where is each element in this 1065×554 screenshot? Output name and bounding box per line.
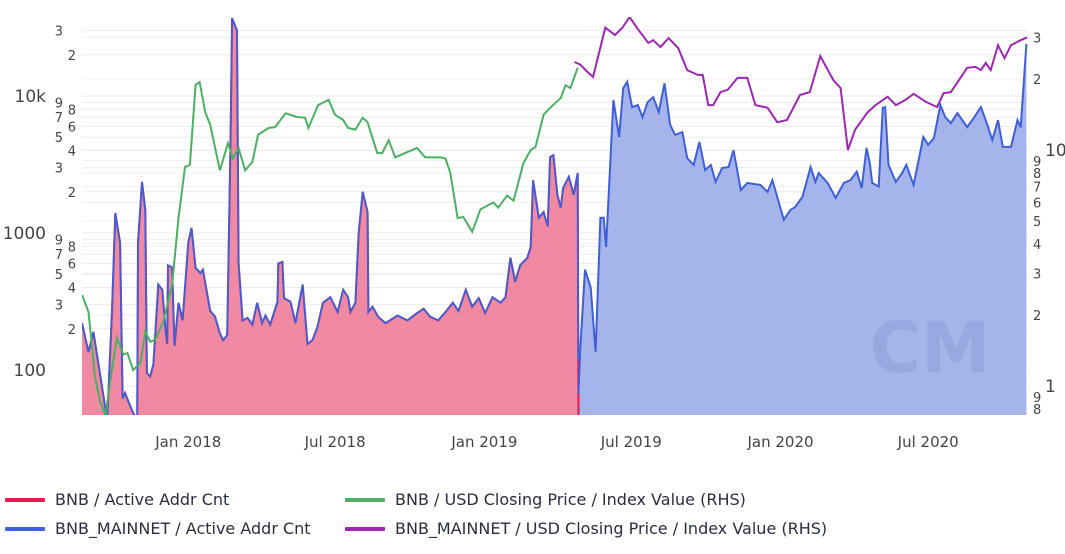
y-left-tick-label: 7: [55, 248, 63, 263]
y-right-tick-label: 2: [1033, 73, 1041, 88]
y-left-tick-label: 1000: [3, 224, 46, 244]
y-left-tick-label: 8: [68, 103, 76, 118]
y-right-tick-label: 2: [1033, 309, 1041, 324]
legend-item-bnb-mainnet-usd-price[interactable]: BNB_MAINNET / USD Closing Price / Index …: [345, 519, 827, 538]
legend-swatch: [5, 497, 45, 502]
legend-item-bnb-active-addr[interactable]: BNB / Active Addr Cnt: [5, 490, 229, 509]
y-right-tick-label: 1: [1045, 377, 1056, 397]
y-left-tick-label: 2: [68, 186, 76, 201]
y-left-tick-label: 5: [55, 131, 63, 146]
x-tick-label: Jan 2019: [450, 433, 517, 451]
x-tick-label: Jan 2018: [154, 433, 221, 451]
y-right-tick-label: 9: [1033, 155, 1041, 170]
y-left-tick-label: 2: [68, 49, 76, 64]
y-left-tick-label: 4: [68, 282, 76, 297]
legend-label: BNB_MAINNET / Active Addr Cnt: [55, 519, 311, 538]
legend-item-bnb-usd-price[interactable]: BNB / USD Closing Price / Index Value (R…: [345, 490, 746, 509]
y-right-tick-label: 8: [1033, 167, 1041, 182]
y-right-tick-label: 10: [1045, 141, 1065, 161]
y-left-tick-label: 3: [55, 25, 63, 40]
x-axis: Jan 2018 Jul 2018 Jan 2019 Jul 2019 Jan 2020…: [154, 433, 958, 451]
y-left-tick-label: 3: [55, 299, 63, 314]
y-right-tick-label: 6: [1033, 196, 1041, 211]
y-right-tick-label: 7: [1033, 181, 1041, 196]
y-left-tick-label: 6: [68, 120, 76, 135]
y-left-tick-label: 6: [68, 257, 76, 272]
x-tick-label: Jul 2020: [897, 433, 959, 451]
watermark-logo: CM: [869, 307, 990, 389]
y-left-tick-label: 5: [55, 268, 63, 283]
y-left-tick-label: 9: [55, 96, 63, 111]
y-left-tick-label: 7: [55, 111, 63, 126]
y-left-tick-label: 100: [14, 361, 46, 381]
legend-swatch: [345, 526, 385, 531]
y-right-tick-label: 5: [1033, 215, 1041, 230]
legend-label: BNB_MAINNET / USD Closing Price / Index …: [395, 519, 828, 538]
y-left-tick-label: 3: [55, 162, 63, 177]
y-left-tick-label: 4: [68, 145, 76, 160]
y-right-tick-label: 8: [1033, 403, 1041, 418]
legend-swatch: [345, 497, 385, 502]
y-right-tick-label: 9: [1033, 391, 1041, 406]
series-line-bnb-mainnet-usd-price: [574, 17, 1028, 151]
y-left-tick-label: 10k: [15, 87, 47, 107]
y-right-tick-label: 4: [1033, 238, 1041, 253]
y-left-tick-label: 2: [68, 323, 76, 338]
y-right-tick-label: 3: [1033, 31, 1041, 46]
series-area-bnb-mainnet-active-addr: [578, 43, 1027, 415]
legend-item-bnb-mainnet-active-addr[interactable]: BNB_MAINNET / Active Addr Cnt: [5, 519, 311, 538]
y-left-tick-label: 8: [68, 240, 76, 255]
legend-label: BNB / USD Closing Price / Index Value (R…: [395, 490, 746, 509]
series-line-bnb-mainnet-active-addr: [577, 43, 1028, 393]
x-tick-label: Jul 2018: [304, 433, 366, 451]
legend-label: BNB / Active Addr Cnt: [55, 490, 230, 509]
y-right-tick-label: 3: [1033, 267, 1041, 282]
y-left-tick-label: 9: [55, 233, 63, 248]
x-tick-label: Jul 2019: [600, 433, 662, 451]
series-line-bnb-usd-price: [82, 67, 579, 415]
plot-area[interactable]: [82, 17, 1028, 420]
x-tick-label: Jan 2020: [747, 433, 814, 451]
series-line-bnb-active-addr-outline: [82, 17, 580, 415]
series-area-bnb-active-addr: [82, 18, 579, 415]
legend-swatch: [5, 526, 45, 531]
